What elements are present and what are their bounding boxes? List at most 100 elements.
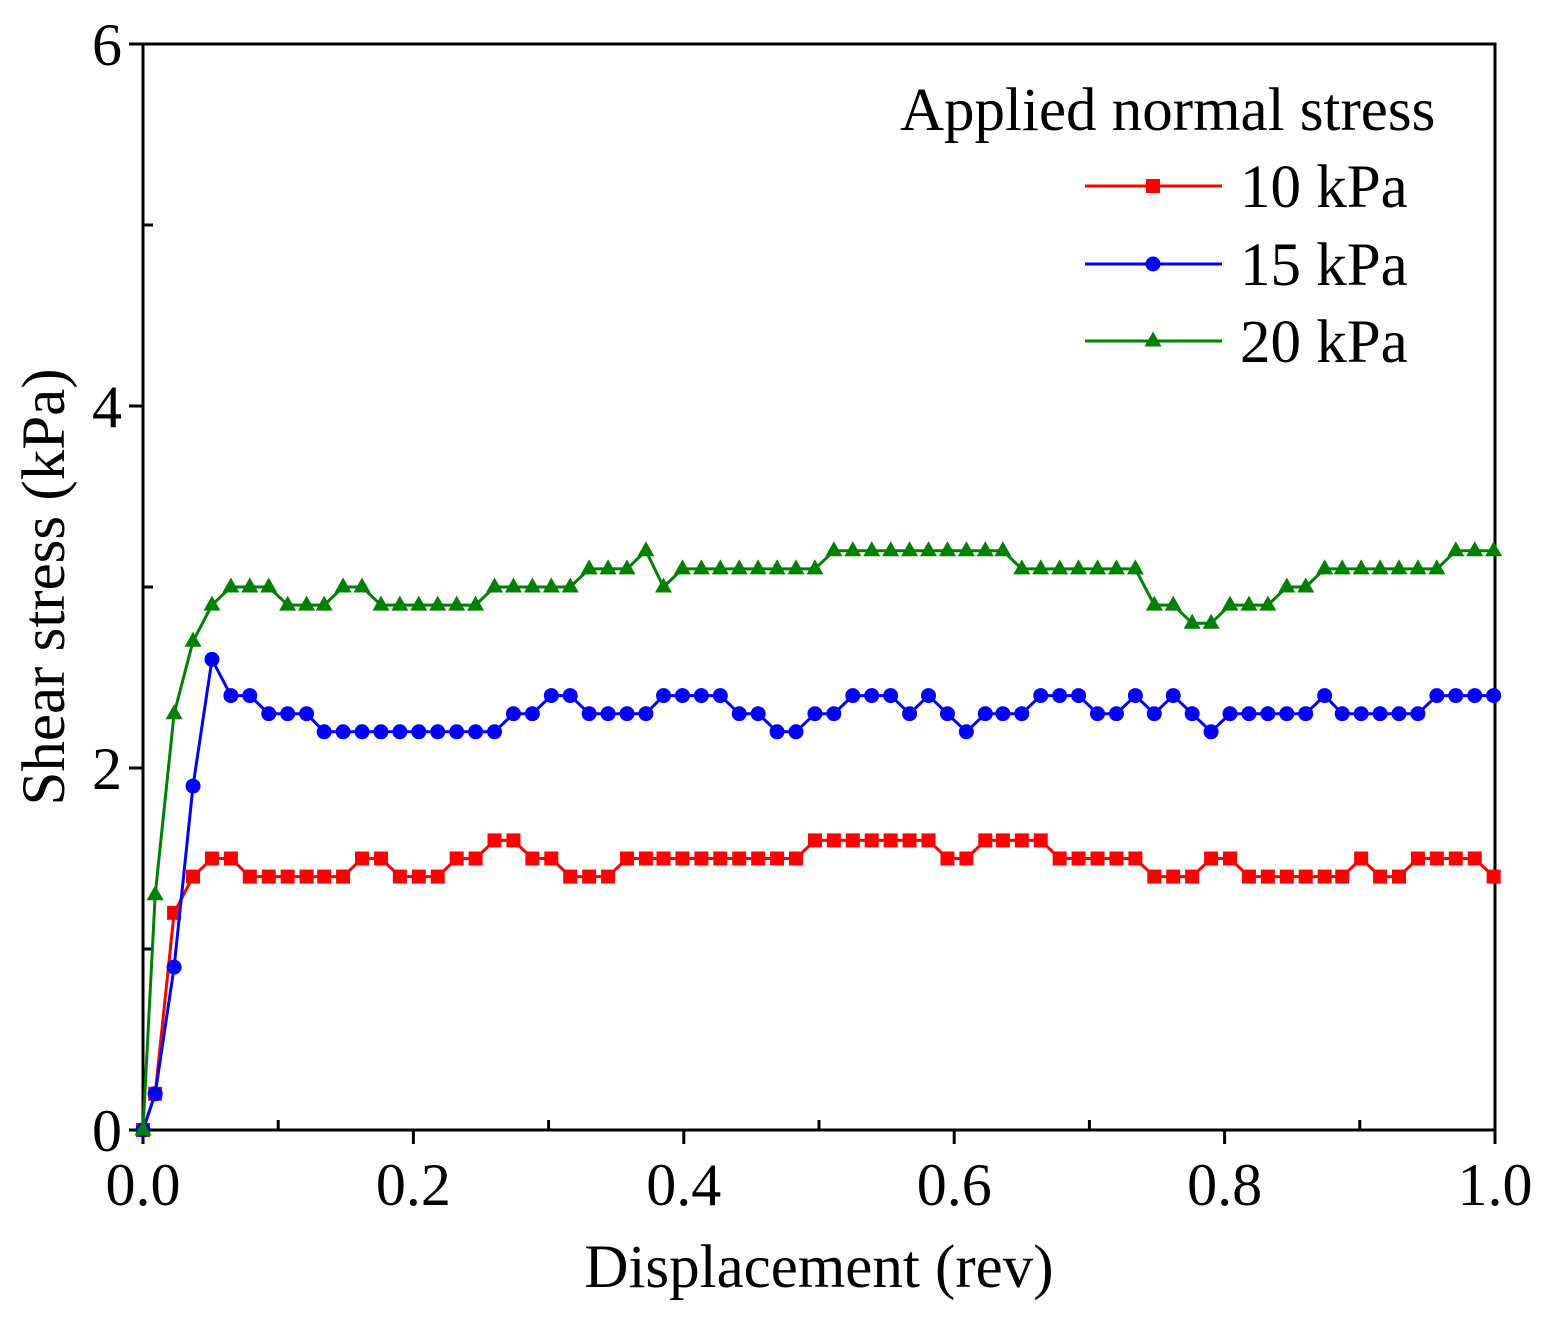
legend-entry-20kpa: 20 kPa — [1085, 309, 1408, 376]
marker-15kpa — [750, 706, 766, 722]
marker-20kpa — [901, 541, 919, 557]
marker-10kpa — [449, 851, 464, 866]
marker-15kpa — [864, 688, 880, 704]
y-tick-label: 0 — [92, 1098, 122, 1164]
marker-15kpa — [769, 724, 785, 740]
marker-10kpa — [1033, 833, 1048, 848]
marker-20kpa — [749, 559, 767, 575]
marker-15kpa — [1353, 706, 1369, 722]
marker-10kpa — [373, 851, 388, 866]
x-tick-label: 1.0 — [1458, 1152, 1533, 1218]
marker-10kpa — [544, 851, 559, 866]
marker-10kpa — [355, 851, 370, 866]
legend: Applied normal stress 10 kPa 15 kPa 20 kPa — [900, 77, 1435, 376]
marker-15kpa — [1372, 706, 1388, 722]
x-tick-label: 0.6 — [917, 1152, 992, 1218]
marker-20kpa — [429, 595, 447, 611]
marker-20kpa — [863, 541, 881, 557]
marker-10kpa — [204, 851, 219, 866]
marker-15kpa — [807, 706, 823, 722]
marker-20kpa — [599, 559, 617, 575]
marker-10kpa — [1260, 869, 1275, 884]
marker-20kpa — [637, 541, 655, 557]
marker-15kpa — [600, 706, 616, 722]
marker-20kpa — [938, 541, 956, 557]
marker-15kpa — [373, 724, 389, 740]
marker-20kpa — [1390, 559, 1408, 575]
marker-10kpa — [620, 851, 635, 866]
marker-15kpa — [1298, 706, 1314, 722]
marker-10kpa — [1052, 851, 1067, 866]
marker-15kpa — [731, 706, 747, 722]
marker-10kpa — [638, 851, 653, 866]
marker-20kpa — [315, 595, 333, 611]
marker-20kpa — [1145, 595, 1163, 611]
marker-20kpa — [1202, 613, 1220, 629]
marker-10kpa — [845, 833, 860, 848]
marker-20kpa — [711, 559, 729, 575]
marker-10kpa — [1279, 869, 1294, 884]
marker-10kpa — [1128, 851, 1143, 866]
marker-15kpa — [335, 724, 351, 740]
marker-20kpa — [486, 577, 504, 593]
marker-10kpa — [921, 833, 936, 848]
marker-20kpa — [1259, 595, 1277, 611]
marker-20kpa — [279, 595, 297, 611]
marker-15kpa — [1222, 706, 1238, 722]
marker-20kpa — [1107, 559, 1125, 575]
marker-20kpa — [504, 577, 522, 593]
marker-10kpa — [713, 851, 728, 866]
marker-15kpa — [242, 688, 258, 704]
marker-20kpa — [1278, 577, 1296, 593]
marker-10kpa — [675, 851, 690, 866]
marker-10kpa — [167, 905, 182, 920]
marker-10kpa — [1373, 869, 1388, 884]
marker-15kpa — [166, 959, 182, 975]
x-axis-label: Displacement (rev) — [584, 1234, 1053, 1301]
marker-10kpa — [1241, 869, 1256, 884]
marker-15kpa — [204, 651, 220, 667]
marker-20kpa — [298, 595, 316, 611]
marker-10kpa — [242, 869, 257, 884]
marker-20kpa — [542, 577, 560, 593]
marker-10kpa — [1204, 851, 1219, 866]
marker-20kpa — [1126, 559, 1144, 575]
legend-marker-15kpa — [1145, 256, 1161, 272]
marker-10kpa — [223, 851, 238, 866]
marker-15kpa — [299, 706, 315, 722]
marker-20kpa — [1183, 613, 1201, 629]
marker-20kpa — [1013, 559, 1031, 575]
marker-15kpa — [1165, 688, 1181, 704]
marker-15kpa — [1486, 688, 1502, 704]
marker-15kpa — [1467, 688, 1483, 704]
marker-10kpa — [1298, 869, 1313, 884]
marker-10kpa — [694, 851, 709, 866]
y-axis-label: Shear stress (kPa) — [11, 368, 78, 805]
marker-20kpa — [787, 559, 805, 575]
marker-10kpa — [883, 833, 898, 848]
marker-20kpa — [618, 559, 636, 575]
marker-20kpa — [994, 541, 1012, 557]
marker-10kpa — [1147, 869, 1162, 884]
marker-15kpa — [487, 724, 503, 740]
marker-20kpa — [410, 595, 428, 611]
marker-20kpa — [203, 595, 221, 611]
legend-label-15kpa: 15 kPa — [1240, 232, 1408, 299]
marker-20kpa — [523, 577, 541, 593]
axis-ticks — [129, 42, 1497, 1144]
marker-20kpa — [260, 577, 278, 593]
marker-15kpa — [883, 688, 899, 704]
marker-10kpa — [1014, 833, 1029, 848]
marker-20kpa — [768, 559, 786, 575]
marker-15kpa — [354, 724, 370, 740]
marker-20kpa — [391, 595, 409, 611]
marker-20kpa — [353, 577, 371, 593]
marker-10kpa — [563, 869, 578, 884]
marker-20kpa — [882, 541, 900, 557]
legend-marker-10kpa — [1146, 179, 1160, 193]
marker-20kpa — [844, 541, 862, 557]
marker-20kpa — [1164, 595, 1182, 611]
marker-15kpa — [1184, 706, 1200, 722]
marker-20kpa — [1447, 541, 1465, 557]
